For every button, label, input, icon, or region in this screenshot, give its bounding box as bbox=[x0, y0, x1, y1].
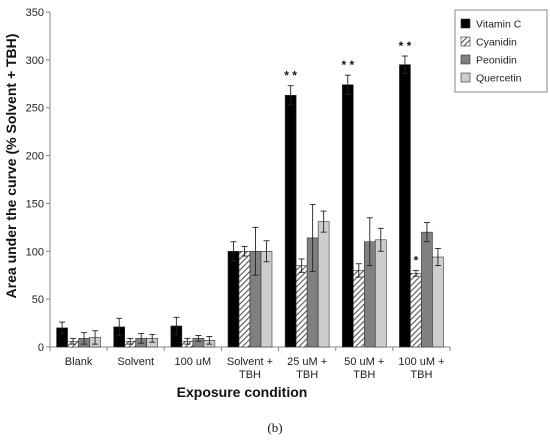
legend-label: Peonidin bbox=[476, 55, 517, 67]
y-tick-label: 350 bbox=[26, 7, 44, 19]
bar-cyanidin bbox=[295, 265, 308, 348]
x-tick-label: 25 uM + TBH bbox=[287, 356, 327, 381]
bar-vitamin-c bbox=[341, 84, 354, 348]
x-tick-label: Solvent + TBH bbox=[227, 356, 273, 381]
figure-caption: (b) bbox=[267, 420, 283, 435]
legend-swatch bbox=[460, 72, 471, 83]
x-tick-label: 100 uM bbox=[175, 356, 212, 368]
legend-swatch bbox=[460, 54, 471, 65]
x-tick-label: Blank bbox=[65, 356, 93, 368]
y-axis-title: Area under the curve (% Solvent + TBH) bbox=[3, 34, 19, 299]
y-tick-label: 250 bbox=[26, 103, 44, 115]
bar-quercetin bbox=[432, 256, 444, 348]
y-tick-label: 150 bbox=[26, 198, 44, 210]
legend-label: Vitamin C bbox=[476, 19, 522, 31]
x-tick-label: 50 uM + TBH bbox=[344, 356, 384, 381]
significance-marker: * bbox=[414, 253, 419, 267]
significance-marker: * * bbox=[399, 39, 412, 53]
significance-marker: * * bbox=[284, 69, 297, 83]
x-axis-title: Exposure condition bbox=[177, 384, 308, 400]
legend-swatch bbox=[460, 36, 471, 47]
legend-label: Quercetin bbox=[476, 73, 522, 85]
bar-quercetin bbox=[317, 221, 330, 348]
y-tick-label: 0 bbox=[38, 342, 44, 354]
bar-quercetin bbox=[374, 239, 387, 348]
bar-cyanidin bbox=[238, 250, 251, 348]
bar-vitamin-c bbox=[227, 250, 240, 348]
y-tick-label: 100 bbox=[26, 246, 44, 258]
bar-peonidin bbox=[421, 231, 433, 348]
x-tick-label: 100 uM + TBH bbox=[398, 356, 444, 381]
bar-cyanidin bbox=[352, 270, 365, 348]
legend-label: Cyanidin bbox=[476, 37, 517, 49]
bar-quercetin bbox=[260, 250, 273, 348]
bar-cyanidin bbox=[410, 272, 422, 348]
x-tick-label: Solvent bbox=[117, 356, 154, 368]
legend-swatch bbox=[460, 18, 471, 29]
legend-box bbox=[454, 9, 548, 93]
y-tick-label: 200 bbox=[26, 151, 44, 163]
y-tick-label: 300 bbox=[26, 55, 44, 67]
bar-vitamin-c bbox=[284, 94, 297, 348]
legend: Vitamin C Cyanidin Peonidin Quercetin bbox=[454, 9, 548, 93]
y-tick-label: 50 bbox=[32, 294, 44, 306]
significance-marker: * * bbox=[341, 58, 354, 72]
bar-vitamin-c bbox=[399, 64, 411, 348]
